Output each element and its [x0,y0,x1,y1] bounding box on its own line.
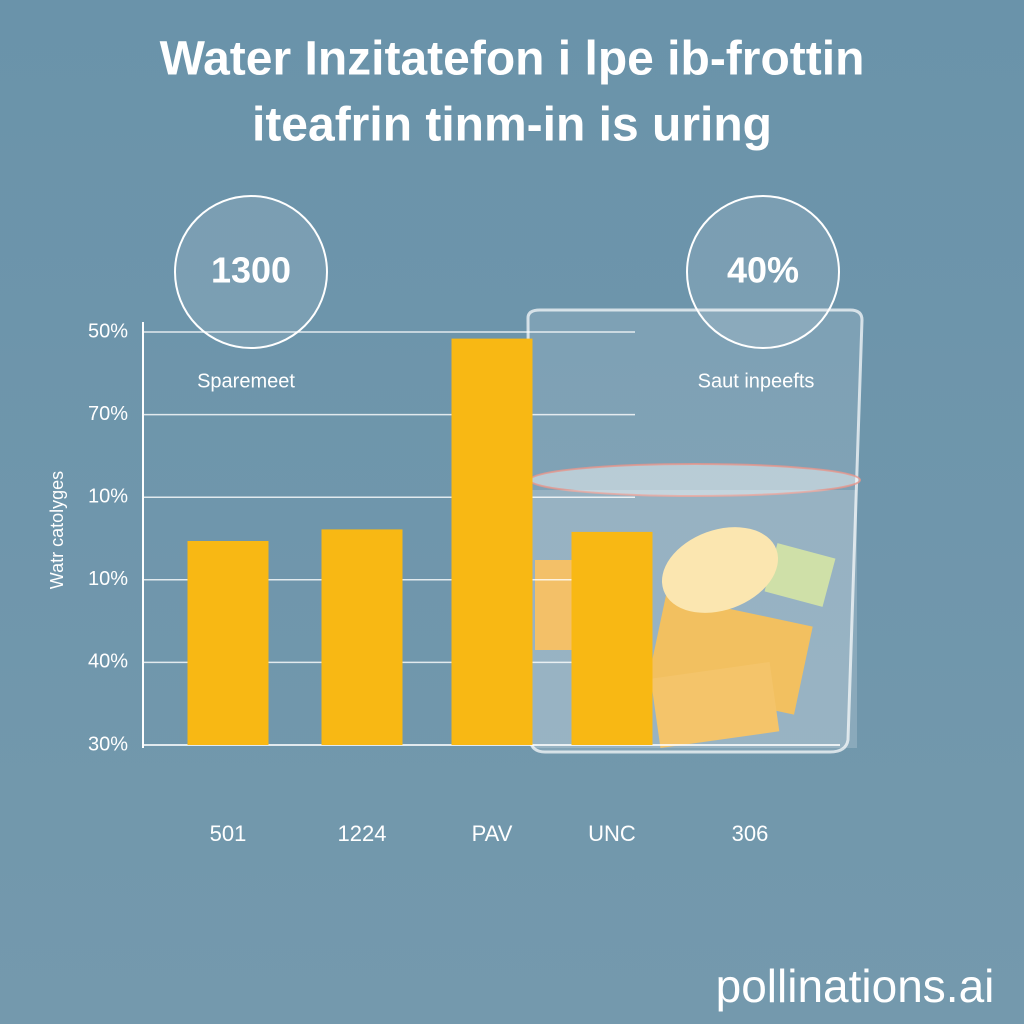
annotation-circle [686,195,840,349]
annotation-caption: Sparemeet [197,370,295,392]
x-tick-label: 1224 [338,821,387,846]
bar [451,338,533,745]
annotation-circle [174,195,328,349]
watermark: pollinations.ai [716,960,995,1012]
y-axis-label: 50% [88,320,128,342]
y-axis-title: Watr catolyges [47,471,67,589]
bar [321,529,403,745]
y-axis-label: 70% [88,403,128,425]
annotation-value: 40% [727,250,799,291]
x-tick-label: PAV [472,821,513,846]
chart-title: Water Inzitatefon i lpe ib-frottin [160,33,865,86]
chart-title: iteafrin tinm-in is uring [252,99,772,152]
y-axis-label: 40% [88,651,128,673]
annotation-caption: Saut inpeefts [698,370,815,392]
x-tick-label: UNC [588,821,636,846]
annotation-group: 1300 40% Sparemeet Saut inpeefts [174,195,840,392]
x-tick-label: 501 [210,821,247,846]
x-tick-label: 306 [732,821,769,846]
annotation-value: 1300 [211,250,291,291]
y-axis-label: 10% [88,485,128,507]
y-axis-label: 10% [88,568,128,590]
y-axis-label: 30% [88,733,128,755]
bar [571,531,653,745]
bar [187,540,269,745]
